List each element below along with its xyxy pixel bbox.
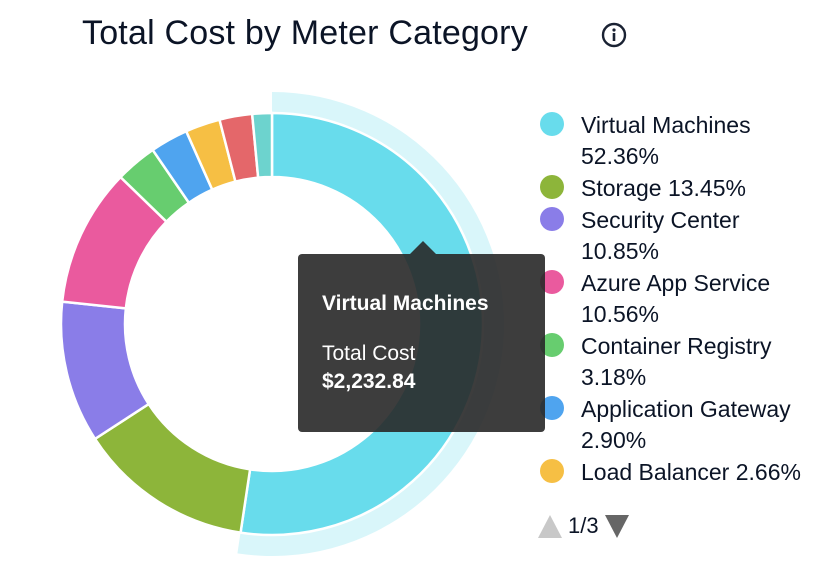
- legend-label: Container Registry 3.18%: [581, 333, 772, 390]
- legend-item[interactable]: Virtual Machines 52.36%: [540, 110, 830, 172]
- legend-label: Virtual Machines 52.36%: [581, 112, 751, 169]
- legend-marker: [540, 459, 564, 483]
- legend-item[interactable]: Container Registry 3.18%: [540, 331, 830, 393]
- legend-marker: [540, 207, 564, 231]
- tooltip-value: $2,232.84: [322, 370, 416, 393]
- info-circle-icon[interactable]: [601, 22, 627, 48]
- legend-item[interactable]: Security Center 10.85%: [540, 205, 830, 267]
- legend: Virtual Machines 52.36% Storage 13.45% Sec…: [540, 110, 830, 496]
- legend-marker: [540, 112, 564, 136]
- slice-other-8[interactable]: [250, 111, 274, 180]
- legend-label: Security Center 10.85%: [581, 207, 740, 264]
- chart-title: Total Cost by Meter Category: [82, 14, 528, 52]
- tooltip-arrow: [410, 241, 436, 254]
- legend-item[interactable]: Azure App Service 10.56%: [540, 268, 830, 330]
- legend-item[interactable]: Storage 13.45%: [540, 173, 830, 204]
- legend-page-indicator: 1/3: [568, 513, 599, 538]
- legend-label: Application Gateway 2.90%: [581, 396, 791, 453]
- legend-item[interactable]: Load Balancer 2.66%: [540, 457, 830, 488]
- legend-next-page-icon[interactable]: [604, 514, 629, 538]
- tooltip-label: Total Cost: [322, 342, 416, 365]
- legend-pager: 1/3: [538, 513, 629, 539]
- legend-item[interactable]: Application Gateway 2.90%: [540, 394, 830, 456]
- legend-label: Azure App Service 10.56%: [581, 270, 771, 327]
- legend-label: Storage 13.45%: [581, 175, 746, 201]
- legend-prev-page-icon[interactable]: [538, 514, 562, 538]
- legend-label: Load Balancer 2.66%: [581, 459, 801, 485]
- tooltip: Virtual Machines Total Cost $2,232.84: [298, 254, 545, 432]
- legend-marker: [540, 175, 564, 199]
- tooltip-title: Virtual Machines: [322, 292, 489, 315]
